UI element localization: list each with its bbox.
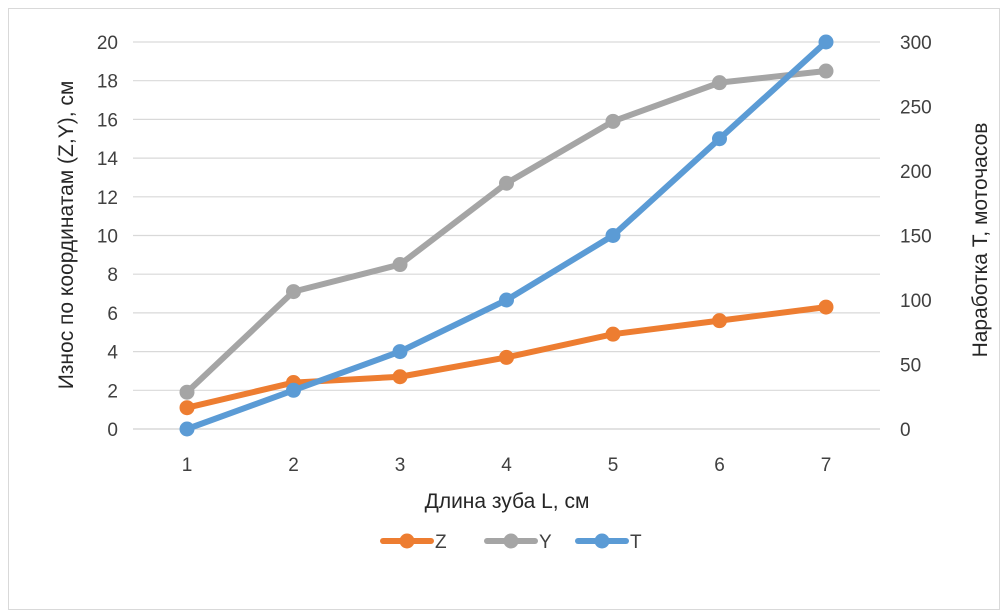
data-point-y	[818, 63, 834, 79]
left-tick-label: 18	[97, 72, 118, 93]
x-tick-label: 2	[288, 455, 299, 476]
left-axis-ticks: 0 2 4 6 8 10 12 14 16 18 20	[97, 33, 119, 441]
right-tick-label: 200	[900, 162, 932, 183]
left-tick-label: 2	[107, 381, 118, 402]
right-tick-label: 100	[900, 291, 932, 312]
legend-item-y: Y	[484, 532, 552, 553]
right-tick-label: 0	[900, 420, 911, 441]
data-point-z	[605, 326, 621, 342]
series-t	[179, 34, 834, 437]
x-tick-label: 7	[821, 455, 832, 476]
left-tick-label: 0	[107, 420, 118, 441]
data-point-t	[605, 228, 621, 243]
legend-marker	[399, 533, 415, 549]
data-point-t	[179, 421, 195, 437]
x-tick-label: 3	[395, 455, 406, 476]
data-point-t	[392, 344, 408, 360]
chart-frame	[8, 8, 1000, 610]
x-axis-title: Длина зуба L, см	[425, 490, 590, 513]
legend-marker	[594, 533, 610, 549]
left-tick-label: 20	[97, 33, 118, 54]
data-point-t	[712, 131, 727, 147]
right-tick-label: 150	[900, 227, 932, 248]
data-point-z	[712, 313, 727, 329]
series-layer	[179, 34, 834, 437]
legend-item-t: T	[575, 532, 642, 553]
left-tick-label: 8	[107, 265, 118, 286]
left-tick-label: 4	[107, 343, 118, 364]
data-point-z	[179, 400, 195, 416]
left-tick-label: 10	[97, 227, 118, 248]
x-tick-label: 4	[501, 455, 512, 476]
data-point-y	[286, 284, 301, 300]
data-point-y	[712, 75, 727, 91]
data-point-y	[392, 257, 408, 273]
legend-label: Z	[435, 532, 447, 553]
right-tick-label: 300	[900, 33, 932, 54]
data-point-y	[605, 113, 621, 129]
left-tick-label: 14	[97, 149, 119, 170]
data-point-z	[499, 349, 514, 365]
right-axis-title: Наработка T, моточасов	[969, 123, 992, 358]
legend-label: T	[630, 532, 642, 553]
data-point-t	[499, 292, 514, 308]
series-y	[179, 63, 834, 400]
legend-item-z: Z	[380, 532, 447, 553]
data-point-z	[818, 299, 834, 315]
right-axis-ticks: 0 50 100 150 200 250 300	[900, 33, 932, 441]
left-tick-label: 12	[97, 188, 118, 209]
x-axis-ticks: 1 2 3 4 5 6 7	[182, 455, 832, 476]
right-tick-label: 250	[900, 98, 932, 119]
data-point-t	[818, 34, 834, 50]
data-point-y	[179, 384, 195, 400]
data-point-y	[499, 175, 514, 191]
data-point-z	[392, 369, 408, 385]
legend-label: Y	[539, 532, 552, 553]
data-point-t	[286, 382, 301, 398]
left-tick-label: 16	[97, 110, 118, 131]
x-tick-label: 6	[714, 455, 725, 476]
series-z	[179, 299, 834, 416]
x-tick-label: 5	[608, 455, 619, 476]
right-tick-label: 50	[900, 356, 921, 377]
left-tick-label: 6	[107, 304, 118, 325]
x-tick-label: 1	[182, 455, 193, 476]
left-axis-title: Износ по координатам (Z,Y), см	[55, 81, 78, 390]
legend-marker	[503, 533, 519, 549]
